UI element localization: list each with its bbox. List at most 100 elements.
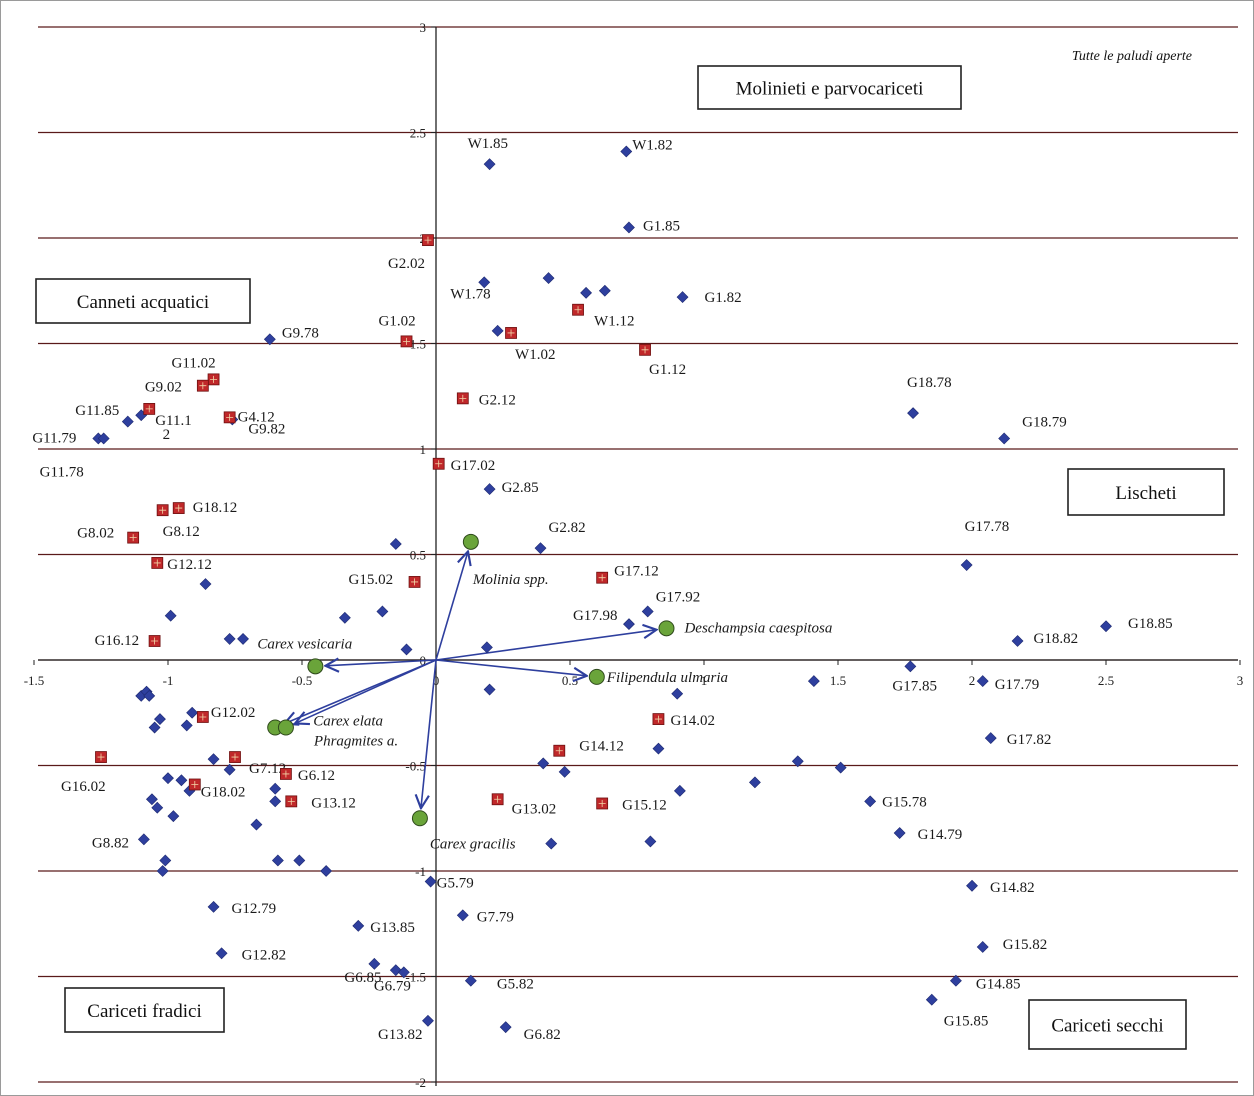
point-label-g17-85: G17.85 <box>892 678 937 694</box>
vector-arrow <box>325 660 437 666</box>
point-label-g14-82: G14.82 <box>990 880 1035 896</box>
point-unlabeled-0-19 <box>389 538 402 550</box>
point-label-g2-02: G2.02 <box>388 256 425 272</box>
region-box-frame <box>1028 999 1187 1050</box>
point-label-g6-85: G6.85 <box>344 970 381 986</box>
point-label-g15-12: G15.12 <box>622 797 667 813</box>
point-g14-85 <box>949 974 962 987</box>
point-unlabeled-0-61 <box>167 810 180 823</box>
point-mark-g1-02 <box>403 337 411 345</box>
y-tick-label-6: 1 <box>420 442 427 457</box>
point-label-g8-82: G8.82 <box>92 835 129 851</box>
point-unlabeled-0-36 <box>483 683 496 696</box>
region-label-cariceti-fradici: Cariceti fradici <box>87 1001 201 1022</box>
point-mark-g7-12 <box>231 753 239 761</box>
point-unlabeled-0-11 <box>121 415 134 428</box>
x-tick-label-7: 2 <box>969 673 976 688</box>
vector-label-carex-elata: Carex elata <box>313 714 383 730</box>
point-label-g17-02: G17.02 <box>451 458 496 474</box>
point-mark-g6-12 <box>282 770 290 778</box>
vector-molinia-spp: Molinia spp. <box>435 533 549 661</box>
point-unlabeled-0-5 <box>580 286 593 299</box>
region-label-lischeti: Lischeti <box>1115 483 1176 504</box>
point-g17-92 <box>641 605 654 618</box>
point-unlabeled-0-55 <box>175 774 188 787</box>
point-unlabeled-0-60 <box>151 801 164 814</box>
point-g12-79 <box>207 900 220 913</box>
point-unlabeled-0-47 <box>537 757 550 770</box>
point-unlabeled-0-62 <box>250 818 263 831</box>
point-unlabeled-0-82 <box>389 964 402 977</box>
point-unlabeled-0-53 <box>223 763 236 776</box>
point-label-g12-82: G12.82 <box>242 947 287 963</box>
point-g17-98 <box>623 618 635 631</box>
point-label-g9-02: G9.02 <box>145 380 182 396</box>
point-label-w1-82: W1.82 <box>632 137 672 153</box>
point-g2-82 <box>534 542 547 555</box>
point-unlabeled-0-24 <box>164 609 177 622</box>
vector-carex-gracilis: Carex gracilis <box>411 659 516 852</box>
y-tick-label-2: -1 <box>415 864 426 879</box>
point-label-g15-85: G15.85 <box>944 1014 989 1030</box>
point-unlabeled-0-35 <box>807 675 820 688</box>
vector-label-carex-gracilis: Carex gracilis <box>430 836 516 852</box>
point-label-g15-78: G15.78 <box>882 794 927 810</box>
point-label-g13-02: G13.02 <box>512 801 557 817</box>
point-label-g1-02: G1.02 <box>379 313 416 329</box>
point-label-g13-12: G13.12 <box>311 795 356 811</box>
point-mark-g13-02 <box>494 795 502 803</box>
point-unlabeled-0-67 <box>644 835 657 848</box>
vector-endpoint <box>588 668 605 685</box>
point-label-g11-79: G11.79 <box>32 430 76 446</box>
point-mark-g16-12 <box>151 637 159 645</box>
point-unlabeled-0-69 <box>159 854 172 867</box>
point-label-g12-79: G12.79 <box>232 901 277 917</box>
point-label-g18-85: G18.85 <box>1128 616 1173 632</box>
y-tick-label-0: -2 <box>415 1075 426 1090</box>
point-label-g11-85: G11.85 <box>75 403 119 419</box>
point-label-g18-02: G18.02 <box>201 784 246 800</box>
vector-arrow <box>435 659 587 676</box>
label-fragment-0: 2 <box>163 427 171 443</box>
point-mark-w1-12 <box>574 306 582 314</box>
point-mark-g13-12 <box>287 797 295 805</box>
point-label-g11-02: G11.02 <box>172 355 216 371</box>
point-unlabeled-0-48 <box>558 765 571 778</box>
point-mark-g11-85 <box>145 405 153 413</box>
vector-carex-vesicaria: Carex vesicaria <box>257 636 437 675</box>
point-unlabeled-0-44 <box>180 719 193 732</box>
point-g15-82 <box>976 941 989 953</box>
point-label-g2-85: G2.85 <box>502 480 539 496</box>
point-mark-g4-12 <box>226 413 234 421</box>
vector-label-deschampsia-caespitosa: Deschampsia caespitosa <box>683 620 832 636</box>
region-label-molinieti-e-parvocariceti: Molinieti e parvocariceti <box>736 79 924 100</box>
vector-label-carex-vesicaria: Carex vesicaria <box>257 636 352 652</box>
point-mark-g9-02 <box>199 382 207 390</box>
point-label-g8-12: G8.12 <box>163 524 200 540</box>
point-unlabeled-0-59 <box>145 793 158 806</box>
point-label-g8-02: G8.02 <box>77 526 114 542</box>
point-label-w1-12: W1.12 <box>594 314 634 330</box>
point-g12-82 <box>215 947 228 960</box>
point-mark-g11-02 <box>210 375 218 383</box>
point-label-g18-12: G18.12 <box>193 500 238 516</box>
point-mark-w1-02 <box>507 329 515 337</box>
point-unlabeled-0-51 <box>748 776 761 789</box>
vector-arrow <box>435 630 657 661</box>
point-label-g14-85: G14.85 <box>976 977 1021 993</box>
point-g1-82 <box>676 291 689 304</box>
point-g17-79 <box>976 675 989 688</box>
region-boxes: Molinieti e parvocariceti Canneti acquati… <box>35 65 1225 1050</box>
point-g6-85 <box>368 957 381 970</box>
point-g14-79 <box>893 827 906 839</box>
point-g1-85 <box>623 221 635 234</box>
region-label-canneti-acquatici: Canneti acquatici <box>77 292 209 313</box>
point-unlabeled-0-37 <box>671 687 684 700</box>
point-label-g6-82: G6.82 <box>524 1027 561 1043</box>
point-label-g1-82: G1.82 <box>705 290 742 306</box>
point-mark-g14-02 <box>654 715 662 723</box>
point-g2-85 <box>483 483 496 496</box>
point-unlabeled-0-63 <box>673 784 686 797</box>
point-label-w1-02: W1.02 <box>515 347 555 363</box>
